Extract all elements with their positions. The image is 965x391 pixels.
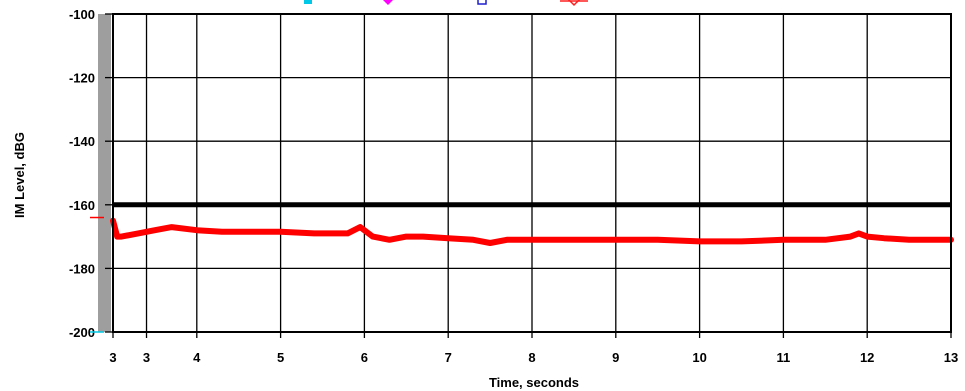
- series-im-level-point: [823, 237, 828, 242]
- x-axis-title: Time, seconds: [489, 375, 579, 390]
- x-tick-label: 7: [445, 350, 452, 365]
- series-im-level-point: [219, 229, 225, 235]
- x-tick-labels: 3 3 4 5 6 7 8 9 10 11 12 13: [109, 350, 958, 365]
- x-tick-label: 5: [277, 350, 284, 365]
- plot-left-shadow: [98, 14, 111, 332]
- series-im-level-point: [114, 234, 120, 239]
- series-im-level-point: [881, 235, 887, 241]
- legend-marker: [383, 0, 393, 5]
- series-im-level-point: [848, 234, 853, 239]
- series-im-level-point: [152, 228, 158, 233]
- x-tick-label: 11: [777, 350, 791, 365]
- y-tick-label: -180: [69, 261, 95, 276]
- legend-marker: [567, 0, 581, 7]
- x-tick-label: 3: [143, 350, 150, 365]
- series-im-level-point: [906, 237, 912, 242]
- series-im-level-point: [487, 240, 493, 246]
- series-im-level-point: [471, 237, 476, 242]
- series-im-level-point: [865, 234, 870, 239]
- series-layer: [110, 202, 954, 246]
- x-tick-label: 3: [109, 350, 116, 365]
- side-marks: [90, 216, 104, 333]
- plot-frame: [112, 13, 952, 333]
- series-im-level-point: [345, 231, 350, 236]
- series-im-level-point: [311, 231, 317, 236]
- series-im-level-point: [571, 237, 577, 242]
- series-im-level-point: [446, 235, 451, 241]
- series-im-level-point: [781, 237, 786, 242]
- series-im-level-point: [119, 234, 124, 239]
- x-tick-label: 13: [944, 350, 958, 365]
- x-tick-label: 6: [361, 350, 368, 365]
- legend: [304, 0, 588, 7]
- series-im-level-point: [856, 231, 862, 236]
- x-tick-label: 4: [193, 350, 201, 365]
- series-im-level-point: [404, 234, 409, 239]
- series-im-level-point: [135, 231, 141, 236]
- series-im-level-point: [420, 234, 426, 239]
- y-tick-label: -200: [69, 325, 95, 340]
- series-im-level-point: [358, 224, 363, 230]
- legend-marker: [304, 0, 312, 4]
- y-tick-label: -120: [69, 71, 95, 86]
- y-tick-label: -160: [69, 198, 95, 213]
- series-im-level-point: [529, 237, 535, 242]
- x-tick-label: 10: [692, 350, 706, 365]
- series-im-level-point: [244, 229, 250, 235]
- series-im-level-point: [613, 237, 618, 242]
- series-im-level-point: [655, 237, 660, 242]
- series-im-level-point: [739, 239, 744, 244]
- x-tick-label: 8: [528, 350, 535, 365]
- x-tick-label: 9: [612, 350, 619, 365]
- series-im-level-point: [370, 234, 375, 239]
- series-im-level-point: [194, 228, 199, 233]
- y-tick-labels: -100 -120 -140 -160 -180 -200: [69, 7, 95, 340]
- y-axis-title: IM Level, dBG: [12, 132, 27, 218]
- y-tick-label: -100: [69, 7, 95, 22]
- series-im-level-point: [169, 224, 174, 230]
- x-tick-label: 12: [860, 350, 874, 365]
- legend-marker: [477, 0, 487, 5]
- series-im-level-point: [387, 237, 392, 242]
- y-tick-label: -140: [69, 134, 95, 149]
- series-im-level-point: [278, 229, 283, 235]
- series-im-level-point: [697, 239, 702, 244]
- series-im-level-point: [504, 237, 510, 242]
